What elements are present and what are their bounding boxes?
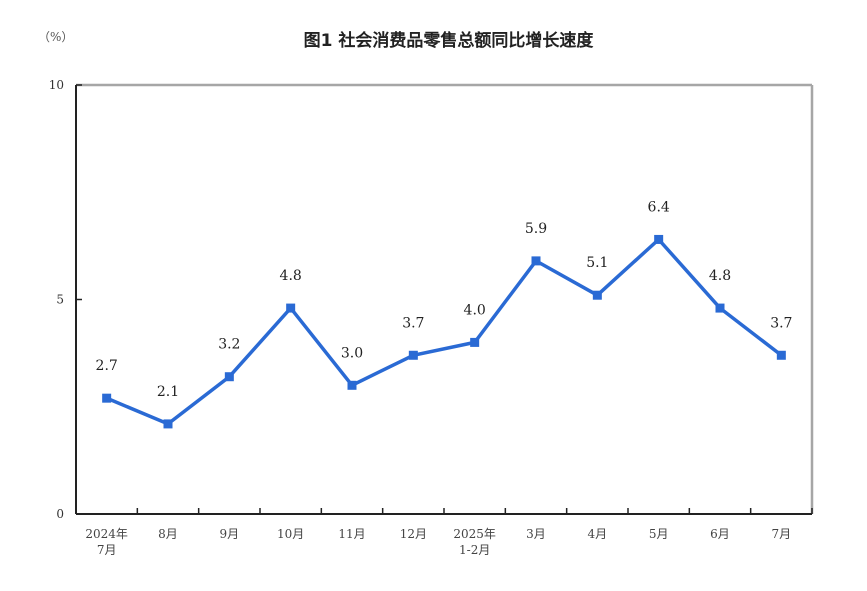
data-point-marker <box>531 256 541 266</box>
data-point-marker <box>163 419 173 429</box>
data-value-label: 5.1 <box>586 255 608 271</box>
y-tick-label: 5 <box>56 293 64 307</box>
data-point-marker <box>715 303 725 313</box>
x-tick-label: 11月 <box>338 527 365 541</box>
data-value-label: 5.9 <box>525 221 547 237</box>
x-tick-label: 5月 <box>649 527 669 541</box>
data-value-label: 4.8 <box>280 268 302 284</box>
y-axis-unit-label: （%） <box>38 30 74 44</box>
x-axis: 2024年 7月 8月 9月 10月 11月 12月 2025年 1-2月 3月 4月 5月 6月 7月 <box>75 508 813 557</box>
data-point-marker <box>470 337 480 347</box>
series-line <box>105 236 783 426</box>
plot-frame <box>76 83 814 514</box>
y-axis: 0 5 10 <box>49 78 82 521</box>
data-point-marker <box>286 303 296 313</box>
data-value-label: 3.7 <box>770 315 792 331</box>
x-tick-label: 4月 <box>588 527 608 541</box>
x-tick-label: 8月 <box>158 527 178 541</box>
data-point-marker <box>776 350 786 360</box>
data-point-marker <box>347 380 357 390</box>
data-point-marker <box>592 290 602 300</box>
data-point-marker <box>654 234 664 244</box>
data-series: 2.7 2.1 3.2 4.8 3.0 3.7 4.0 5.9 5.1 6.4 4.8 3.7 <box>96 199 792 429</box>
y-tick-label: 0 <box>56 507 64 521</box>
x-tick-label: 2025年 <box>453 527 496 541</box>
x-tick-label: 1-2月 <box>459 543 490 557</box>
x-tick-label: 2024年 <box>85 527 128 541</box>
data-value-label: 3.0 <box>341 345 363 361</box>
data-value-label: 3.2 <box>218 337 240 353</box>
data-point-marker <box>224 372 234 382</box>
x-tick-label: 10月 <box>277 527 304 541</box>
x-tick-label: 12月 <box>400 527 427 541</box>
data-point-marker <box>408 350 418 360</box>
data-value-label: 3.7 <box>402 315 424 331</box>
data-value-label: 2.1 <box>157 384 179 400</box>
x-tick-label: 9月 <box>220 527 240 541</box>
data-value-label: 4.8 <box>709 268 731 284</box>
y-tick-label: 10 <box>49 78 64 92</box>
chart-title: 图1 社会消费品零售总额同比增长速度 <box>303 31 594 51</box>
x-tick-label: 7月 <box>772 527 792 541</box>
data-point-marker <box>102 393 112 403</box>
data-value-label: 2.7 <box>96 358 118 374</box>
data-value-label: 6.4 <box>648 199 670 215</box>
x-tick-label: 6月 <box>710 527 730 541</box>
x-tick-label: 7月 <box>97 543 117 557</box>
x-tick-label: 3月 <box>526 527 546 541</box>
data-value-label: 4.0 <box>464 302 486 318</box>
